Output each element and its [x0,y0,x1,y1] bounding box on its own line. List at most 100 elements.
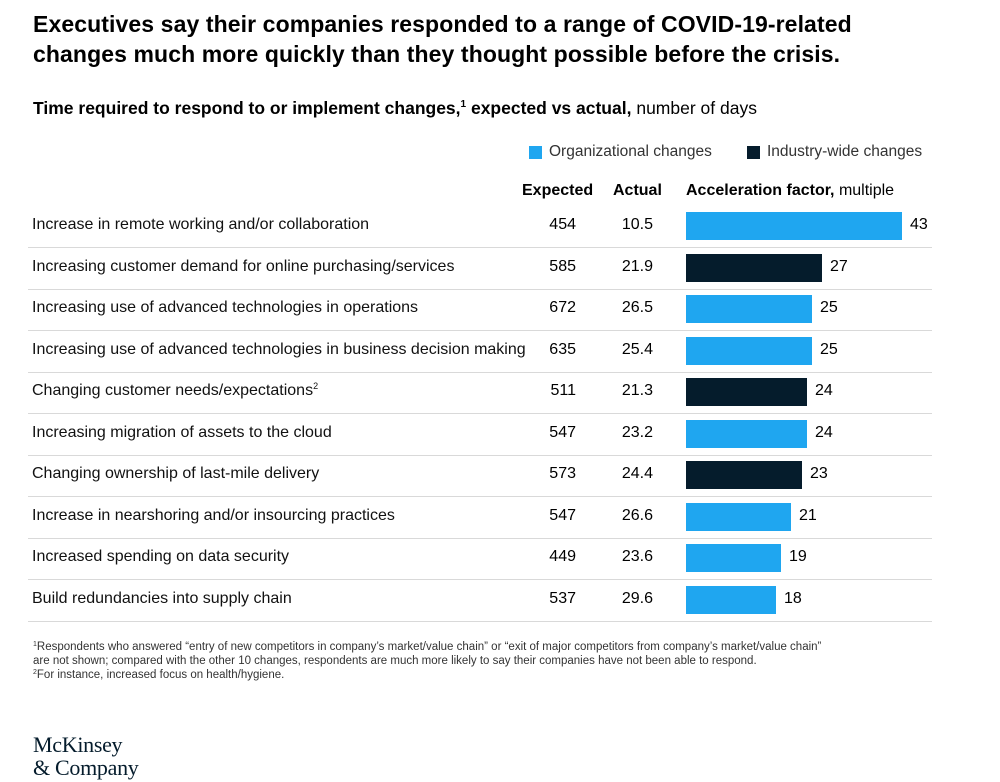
acceleration-bar [686,336,812,365]
acceleration-bar [686,419,807,448]
subtitle-light: number of days [631,98,757,118]
table-row: Increase in nearshoring and/or insourcin… [28,497,932,539]
actual-value: 25.4 [621,340,653,358]
acceleration-value: 43 [910,216,928,233]
footnote-2: 2For instance, increased focus on health… [33,668,821,682]
row-label: Increasing migration of assets to the cl… [32,424,332,442]
acceleration-bar [686,253,822,282]
expected-value: 635 [549,340,576,358]
expected-value: 585 [549,257,576,275]
acceleration-bar [686,295,812,323]
acceleration-bar [686,502,791,531]
legend-item-organizational: Organizational changes [529,143,712,161]
subtitle-bold-1: Time required to respond to or implement… [33,98,461,118]
logo-line-2: & Company [33,755,139,780]
table-row: Increasing customer demand for online pu… [28,248,932,290]
acceleration-bar [686,212,902,240]
chart-title-line-1: Executives say their companies responded… [33,11,852,37]
actual-value: 26.6 [621,506,653,524]
footnote-1-text-1: Respondents who answered “entry of new c… [36,641,822,653]
expected-value: 454 [549,216,576,233]
column-header-actual: Actual [613,182,662,199]
chart-title: Executives say their companies responded… [33,9,913,69]
acceleration-value: 24 [815,423,833,441]
footnote-1-line-1: 1Respondents who answered “entry of new … [33,640,821,654]
column-header-expected: Expected [522,182,594,199]
actual-value: 21.3 [621,382,653,399]
footnote-1-line-2: are not shown; compared with the other 1… [33,654,821,668]
legend-swatch-organizational [529,145,542,159]
row-label-text: Increase in nearshoring and/or insourcin… [32,506,395,524]
acceleration-value: 23 [810,465,828,482]
actual-value: 23.2 [621,423,653,441]
subtitle-footnote-ref: 1 [460,99,467,110]
row-label: Changing ownership of last-mile delivery [32,465,319,483]
acceleration-bar [686,461,802,489]
row-label-text: Increasing customer demand for online pu… [32,257,455,275]
actual-value: 29.6 [621,589,653,607]
acceleration-value: 25 [820,340,838,358]
actual-value: 10.5 [621,216,653,233]
table-row: Increased spending on data security 449 23… [28,538,932,580]
acceleration-value: 25 [820,299,838,316]
row-label: Increased spending on data security [32,548,289,566]
footnotes: 1Respondents who answered “entry of new … [33,640,821,682]
table-row: Increasing migration of assets to the cl… [28,414,932,456]
column-header-acceleration-bold: Acceleration factor, [686,182,835,199]
expected-value: 547 [549,506,576,524]
actual-value: 23.6 [621,548,653,565]
row-label-text: Increasing use of advanced technologies … [32,340,526,358]
row-label-text: Changing customer needs/expectations [32,382,314,399]
table-row: Changing customer needs/expectations2 511… [28,372,932,414]
row-label-text: Increasing migration of assets to the cl… [32,423,332,441]
row-label-text: Increasing use of advanced technologies … [32,299,419,316]
expected-value: 573 [549,465,576,482]
column-header-acceleration: Acceleration factor, multiple [686,182,894,200]
chart-subtitle: Time required to respond to or implement… [33,98,757,119]
row-label: Increasing customer demand for online pu… [32,258,454,276]
row-label-text: Changing ownership of last-mile delivery [32,465,320,482]
acceleration-bar [686,378,807,406]
acceleration-value: 18 [784,589,802,607]
table-row: Increasing use of advanced technologies … [28,289,932,331]
mckinsey-logo: McKinsey & Company [33,732,139,780]
row-label: Increase in remote working and/or collab… [32,216,369,234]
row-label: Increasing use of advanced technologies … [32,299,418,317]
row-label-text: Build redundancies into supply chain [32,589,292,607]
chart-title-line-2: changes much more quickly than they thou… [33,41,841,67]
footnote-1-text-2: are not shown; compared with the other 1… [33,655,757,667]
legend-label-organizational: Organizational changes [549,143,712,160]
table-row: Increasing use of advanced technologies … [28,331,932,373]
row-label: Changing customer needs/expectations2 [32,382,318,400]
actual-value: 24.4 [621,465,653,482]
expected-value: 511 [550,382,576,399]
footnote-2-text: For instance, increased focus on health/… [36,669,285,681]
row-label: Build redundancies into supply chain [32,590,292,608]
actual-value: 21.9 [621,257,653,275]
acceleration-bar [686,585,776,614]
row-label-text: Increased spending on data security [32,548,290,565]
subtitle-bold-2: expected vs actual, [466,98,632,118]
legend-swatch-industry [747,145,760,159]
expected-value: 449 [549,548,576,565]
legend-item-industry: Industry-wide changes [747,143,922,161]
row-label-footnote-ref: 2 [313,381,319,391]
row-label: Increase in nearshoring and/or insourcin… [32,507,395,525]
footnote-2-marker: 2 [33,669,37,676]
acceleration-value: 21 [799,506,817,524]
footnote-1-marker: 1 [33,641,37,648]
row-label: Increasing use of advanced technologies … [32,341,526,359]
expected-value: 537 [549,589,576,607]
acceleration-value: 19 [789,548,807,565]
legend-label-industry: Industry-wide changes [767,143,923,160]
logo-line-1: McKinsey [33,732,123,757]
acceleration-value: 27 [830,257,848,275]
acceleration-bar [686,544,781,572]
row-label-text: Increase in remote working and/or collab… [32,216,370,233]
acceleration-value: 24 [815,382,833,399]
table-row: Changing ownership of last-mile delivery… [28,455,932,497]
column-header-acceleration-light: multiple [834,182,895,199]
table-row: Build redundancies into supply chain 537 2… [28,580,932,622]
actual-value: 26.5 [621,299,653,316]
expected-value: 672 [549,299,576,316]
